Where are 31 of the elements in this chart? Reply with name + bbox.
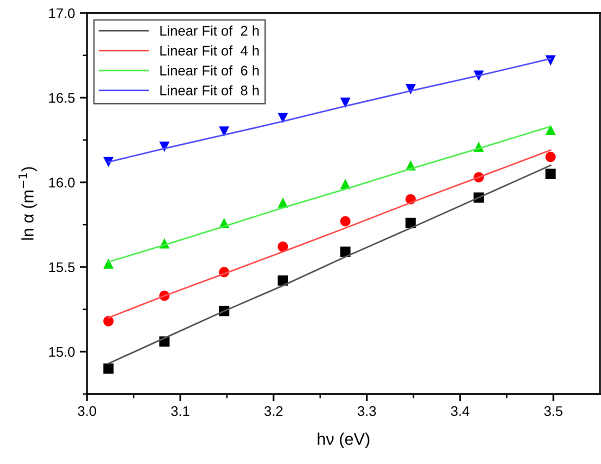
y-axis-title: ln α (m$^{−1}$) bbox=[18, 167, 37, 240]
point bbox=[340, 216, 351, 226]
point bbox=[278, 112, 288, 124]
legend-label: Linear Fit of 2 h bbox=[160, 26, 259, 36]
legend-label: Linear Fit of 6 h bbox=[160, 65, 259, 76]
point bbox=[103, 363, 114, 374]
y-tick-label: 17.0 bbox=[49, 8, 75, 18]
point bbox=[278, 275, 288, 286]
point bbox=[103, 258, 114, 269]
legend-label: Linear Fit of 4 h bbox=[160, 45, 259, 56]
point bbox=[545, 168, 556, 180]
point bbox=[103, 316, 114, 326]
point bbox=[278, 242, 288, 252]
y-tick-label: 15.5 bbox=[49, 262, 75, 272]
x-tick-label: 3.1 bbox=[171, 406, 190, 416]
y-tick-label: 16.0 bbox=[49, 178, 75, 188]
x-tick-label: 3.0 bbox=[78, 406, 96, 416]
x-tick-label: 3.2 bbox=[264, 406, 283, 416]
x-tick-label: 3.3 bbox=[358, 406, 376, 416]
point bbox=[406, 218, 416, 228]
y-tick-label: 16.5 bbox=[49, 93, 75, 103]
point bbox=[218, 126, 230, 137]
point bbox=[545, 152, 556, 162]
x-tick-label: 3.5 bbox=[544, 406, 562, 416]
point bbox=[340, 246, 351, 257]
y-tick-label: 15.0 bbox=[49, 347, 75, 357]
point bbox=[340, 98, 351, 108]
point bbox=[545, 124, 556, 135]
legend-label: Linear Fit of 8 h bbox=[160, 85, 259, 96]
x-tick-label: 3.4 bbox=[450, 406, 470, 416]
x-axis-title: hν (eV) bbox=[318, 432, 370, 448]
